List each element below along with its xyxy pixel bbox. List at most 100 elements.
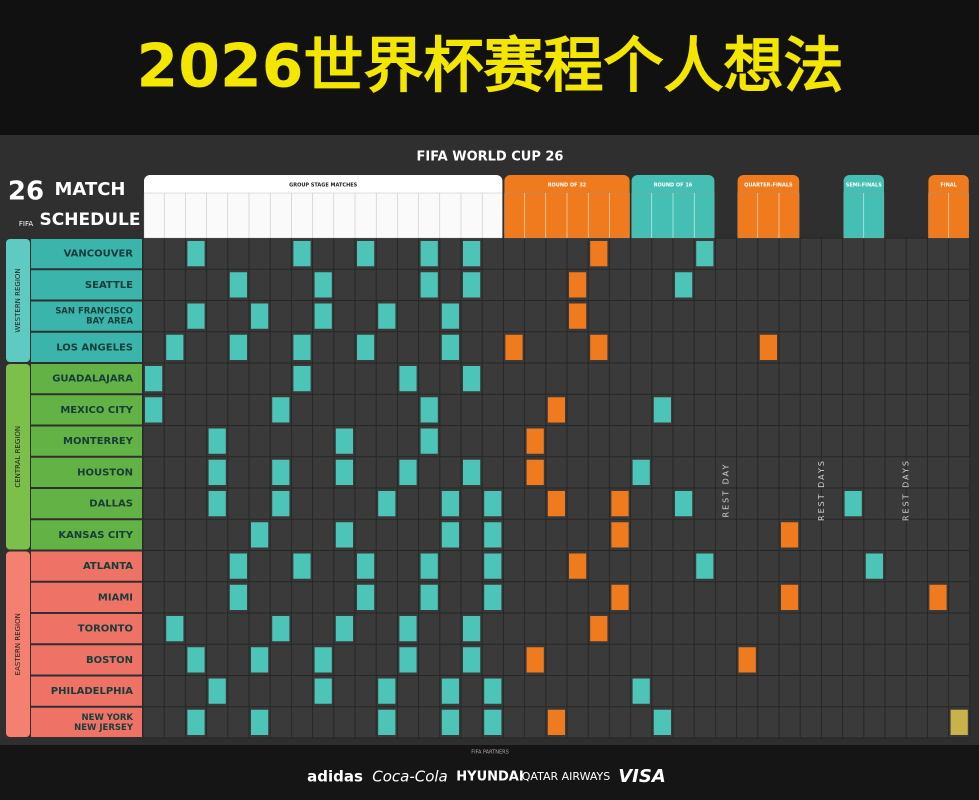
match-marker — [590, 334, 608, 360]
match-marker — [420, 428, 438, 454]
date-strip — [737, 192, 800, 239]
partners-label: FIFA PARTNERS — [471, 750, 509, 756]
match-marker — [590, 241, 608, 267]
match-marker — [378, 709, 396, 735]
city-name: GUADALAJARA — [52, 374, 133, 385]
match-marker — [293, 366, 311, 392]
match-marker — [208, 491, 226, 517]
banner — [0, 0, 979, 135]
city-name: MEXICO CITY — [60, 405, 133, 416]
match-marker — [335, 522, 353, 548]
match-marker — [844, 491, 862, 517]
match-marker — [166, 616, 184, 642]
match-marker — [335, 616, 353, 642]
city-name: HOUSTON — [77, 467, 133, 478]
sponsor: adidas — [307, 768, 363, 786]
match-marker — [463, 272, 481, 298]
city-name: NEW YORK — [82, 713, 134, 723]
match-marker — [675, 491, 693, 517]
match-marker — [420, 553, 438, 579]
sponsor: VISA — [618, 766, 666, 787]
match-marker — [229, 272, 247, 298]
match-marker — [420, 241, 438, 267]
match-marker — [759, 334, 777, 360]
match-marker — [632, 459, 650, 485]
stage-label: ROUND OF 32 — [548, 183, 587, 189]
match-marker — [272, 616, 290, 642]
match-marker — [378, 303, 396, 329]
match-marker — [675, 272, 693, 298]
stage-label: GROUP STAGE MATCHES — [289, 183, 358, 189]
sponsor: QATAR AIRWAYS — [522, 770, 610, 783]
city-name: LOS ANGELES — [56, 342, 133, 353]
match-marker — [208, 459, 226, 485]
city-cell — [31, 270, 142, 300]
match-marker — [526, 647, 544, 673]
city-cell — [31, 582, 142, 612]
match-marker — [929, 584, 947, 610]
match-marker — [229, 553, 247, 579]
match-marker — [208, 678, 226, 704]
match-marker — [484, 553, 502, 579]
match-marker — [293, 553, 311, 579]
match-marker — [781, 522, 799, 548]
match-marker — [314, 272, 332, 298]
date-strip — [143, 192, 503, 239]
stage-label: ROUND OF 16 — [654, 183, 693, 189]
logo-line: MATCH — [55, 179, 126, 200]
city-name: VANCOUVER — [64, 249, 134, 260]
city-cell — [31, 426, 142, 456]
match-marker — [484, 678, 502, 704]
match-marker — [378, 491, 396, 517]
match-marker — [229, 584, 247, 610]
match-marker — [611, 584, 629, 610]
city-name: BOSTON — [86, 655, 133, 666]
match-marker — [293, 334, 311, 360]
city-cell — [31, 676, 142, 706]
match-marker — [399, 459, 417, 485]
match-marker — [463, 459, 481, 485]
city-cell — [31, 489, 142, 519]
match-marker — [166, 334, 184, 360]
match-marker — [441, 709, 459, 735]
match-marker — [399, 647, 417, 673]
match-marker — [314, 678, 332, 704]
match-marker — [357, 241, 375, 267]
city-name: MONTERREY — [63, 436, 134, 447]
match-marker — [187, 709, 205, 735]
sponsor: HYUNDAI — [456, 770, 523, 785]
match-marker — [781, 584, 799, 610]
match-marker — [251, 709, 269, 735]
match-marker — [272, 491, 290, 517]
match-marker — [463, 616, 481, 642]
match-marker — [569, 303, 587, 329]
city-cell — [31, 645, 142, 675]
match-marker — [187, 647, 205, 673]
match-marker — [420, 584, 438, 610]
match-marker — [611, 522, 629, 548]
city-cell — [31, 520, 142, 550]
match-marker — [335, 428, 353, 454]
match-marker — [378, 678, 396, 704]
city-cell — [31, 364, 142, 394]
region-label: WESTERN REGION — [14, 268, 22, 332]
match-marker — [547, 709, 565, 735]
match-marker — [187, 303, 205, 329]
match-marker — [145, 397, 163, 423]
city-cell — [31, 551, 142, 581]
match-marker — [187, 241, 205, 267]
match-marker — [441, 334, 459, 360]
match-marker — [420, 397, 438, 423]
city-name: MIAMI — [98, 592, 133, 603]
match-marker — [632, 678, 650, 704]
city-name: SAN FRANCISCO — [55, 307, 133, 317]
rest-label: REST DAYS — [817, 459, 826, 521]
match-marker — [441, 491, 459, 517]
match-marker — [696, 553, 714, 579]
city-cell — [31, 457, 142, 487]
match-marker — [505, 334, 523, 360]
match-marker — [272, 397, 290, 423]
match-marker — [399, 366, 417, 392]
match-marker — [335, 459, 353, 485]
